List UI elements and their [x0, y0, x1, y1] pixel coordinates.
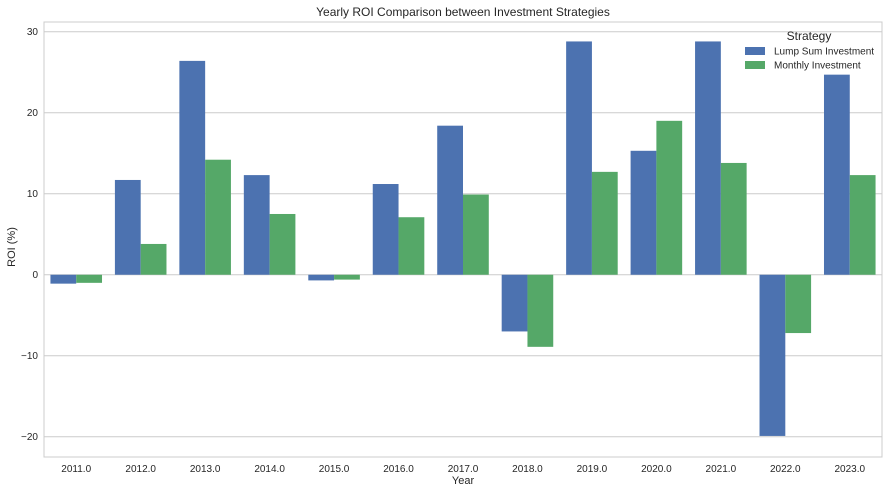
legend: Strategy Lump Sum Investment Monthly Inve…	[745, 29, 874, 72]
bar-monthly-2011.0	[76, 274, 103, 283]
legend-swatch	[745, 61, 765, 69]
bars	[50, 41, 876, 436]
y-tick-label: −10	[21, 351, 38, 362]
chart-title: Yearly ROI Comparison between Investment…	[316, 5, 610, 19]
bar-monthly-2023.0	[849, 175, 876, 275]
bar-lump-sum-2017.0	[437, 125, 463, 275]
x-tick-label: 2020.0	[641, 464, 672, 475]
bar-lump-sum-2021.0	[695, 41, 721, 275]
bar-lump-sum-2012.0	[114, 179, 141, 275]
bar-monthly-2014.0	[269, 213, 296, 275]
bar-monthly-2012.0	[140, 243, 167, 275]
bar-monthly-2022.0	[785, 274, 812, 334]
bar-monthly-2021.0	[720, 162, 747, 275]
x-tick-label: 2011.0	[61, 464, 91, 475]
bar-monthly-2020.0	[656, 120, 683, 275]
x-tick-label: 2022.0	[770, 464, 801, 475]
y-axis: −20 −10 0 10 20 30	[21, 27, 38, 443]
legend-swatch	[745, 47, 765, 55]
x-tick-label: 2019.0	[577, 464, 608, 475]
x-tick-label: 2012.0	[125, 464, 156, 475]
plot-frame	[43, 21, 883, 458]
bar-lump-sum-2011.0	[50, 274, 77, 284]
bar-lump-sum-2022.0	[759, 274, 786, 436]
bar-monthly-2018.0	[527, 274, 554, 347]
bar-lump-sum-2018.0	[501, 274, 528, 332]
bar-lump-sum-2013.0	[179, 60, 206, 275]
y-tick-label: 10	[27, 189, 39, 200]
x-tick-label: 2021.0	[706, 464, 737, 475]
x-tick-label: 2023.0	[834, 464, 865, 475]
x-axis-label: Year	[452, 475, 475, 487]
bar-monthly-2013.0	[205, 159, 231, 275]
y-tick-label: 20	[27, 108, 39, 119]
x-tick-label: 2015.0	[319, 464, 350, 475]
bar-monthly-2016.0	[398, 217, 425, 275]
x-tick-label: 2016.0	[383, 464, 414, 475]
bar-lump-sum-2020.0	[630, 150, 657, 275]
x-tick-label: 2018.0	[512, 464, 543, 475]
y-axis-label: ROI (%)	[6, 227, 18, 267]
y-tick-label: −20	[21, 432, 38, 443]
bar-lump-sum-2014.0	[243, 175, 270, 275]
y-tick-label: 30	[27, 27, 39, 38]
bar-monthly-2019.0	[591, 171, 618, 275]
bar-lump-sum-2015.0	[308, 274, 335, 281]
bar-lump-sum-2023.0	[823, 74, 850, 275]
bar-monthly-2017.0	[463, 194, 489, 275]
x-tick-label: 2017.0	[448, 464, 479, 475]
bar-monthly-2015.0	[334, 274, 360, 280]
legend-label: Lump Sum Investment	[774, 47, 874, 58]
legend-title: Strategy	[787, 29, 832, 43]
bar-lump-sum-2019.0	[566, 41, 592, 275]
y-tick-label: 0	[32, 270, 38, 281]
bar-lump-sum-2016.0	[372, 184, 399, 275]
legend-label: Monthly Investment	[774, 61, 861, 72]
x-tick-label: 2013.0	[190, 464, 221, 475]
x-tick-label: 2014.0	[254, 464, 285, 475]
x-axis: 2011.0 2012.0 2013.0 2014.0 2015.0 2016.0 2017…	[61, 464, 865, 475]
